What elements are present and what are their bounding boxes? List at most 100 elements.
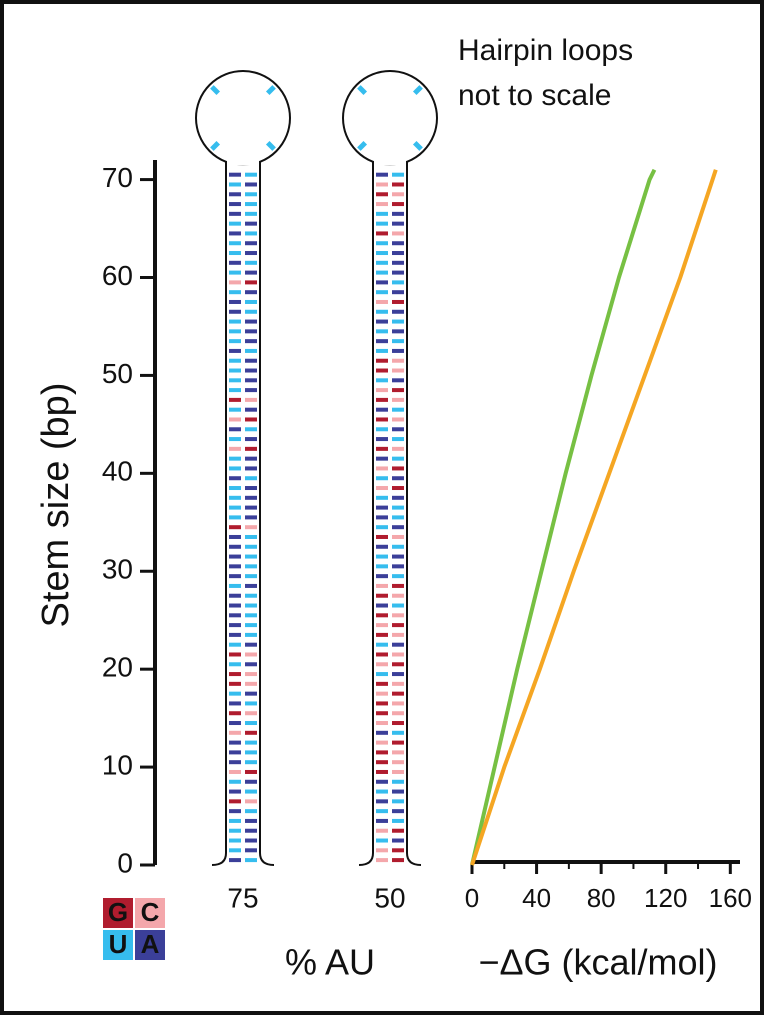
base [376, 838, 388, 843]
base [229, 730, 241, 735]
base [229, 329, 241, 334]
base [376, 828, 388, 833]
base [392, 339, 404, 344]
base [245, 270, 257, 275]
base [376, 691, 388, 696]
base [392, 632, 404, 637]
base [245, 564, 257, 569]
base [245, 525, 257, 530]
base [392, 437, 404, 442]
base [376, 495, 388, 500]
base [245, 632, 257, 637]
base [376, 202, 388, 207]
base [245, 397, 257, 402]
base [392, 799, 404, 804]
base [229, 574, 241, 579]
base [392, 299, 404, 304]
base [376, 632, 388, 637]
base [229, 779, 241, 784]
base [376, 652, 388, 657]
series-line [470, 169, 718, 866]
base [229, 515, 241, 520]
base [229, 642, 241, 647]
base [376, 309, 388, 314]
loop-base [210, 140, 221, 151]
base [392, 828, 404, 833]
stem-outline [259, 161, 275, 866]
base [229, 348, 241, 353]
base [245, 358, 257, 363]
base [392, 456, 404, 461]
base [392, 525, 404, 530]
base [229, 799, 241, 804]
loop-base [357, 85, 368, 96]
base [376, 623, 388, 628]
base [376, 818, 388, 823]
base [376, 534, 388, 539]
base [392, 446, 404, 451]
base [392, 730, 404, 735]
base [392, 182, 404, 187]
base [376, 378, 388, 383]
base [229, 378, 241, 383]
base [392, 329, 404, 334]
base [245, 534, 257, 539]
base [245, 593, 257, 598]
base [229, 789, 241, 794]
base [229, 211, 241, 216]
base [229, 358, 241, 363]
base [245, 809, 257, 814]
base [229, 339, 241, 344]
base [245, 486, 257, 491]
base [376, 270, 388, 275]
base [229, 750, 241, 755]
series-line [470, 168, 657, 866]
legend-label: A [141, 929, 160, 959]
base [245, 476, 257, 481]
base [376, 848, 388, 853]
y-tick-label: 50 [102, 358, 133, 389]
base [392, 858, 404, 863]
base [376, 251, 388, 256]
stem-outline [211, 161, 227, 866]
base [245, 789, 257, 794]
base [392, 211, 404, 216]
base [229, 446, 241, 451]
base [376, 299, 388, 304]
base [392, 721, 404, 726]
base [392, 750, 404, 755]
base [229, 672, 241, 677]
base [392, 358, 404, 363]
base [376, 241, 388, 246]
base [376, 750, 388, 755]
base [376, 564, 388, 569]
base [229, 417, 241, 422]
base [245, 848, 257, 853]
legend-swatch [135, 898, 165, 928]
base [376, 789, 388, 794]
base [376, 172, 388, 177]
base [245, 730, 257, 735]
base [376, 613, 388, 618]
base [245, 446, 257, 451]
base [245, 623, 257, 628]
base [229, 544, 241, 549]
base [376, 339, 388, 344]
base [376, 221, 388, 226]
base [376, 858, 388, 863]
base [229, 534, 241, 539]
base [245, 750, 257, 755]
base [245, 544, 257, 549]
base [229, 858, 241, 863]
base [376, 515, 388, 520]
base [376, 760, 388, 765]
base [245, 182, 257, 187]
base [376, 348, 388, 353]
base [245, 828, 257, 833]
base [229, 476, 241, 481]
base [392, 505, 404, 510]
base [392, 818, 404, 823]
base [245, 740, 257, 745]
base [229, 652, 241, 657]
